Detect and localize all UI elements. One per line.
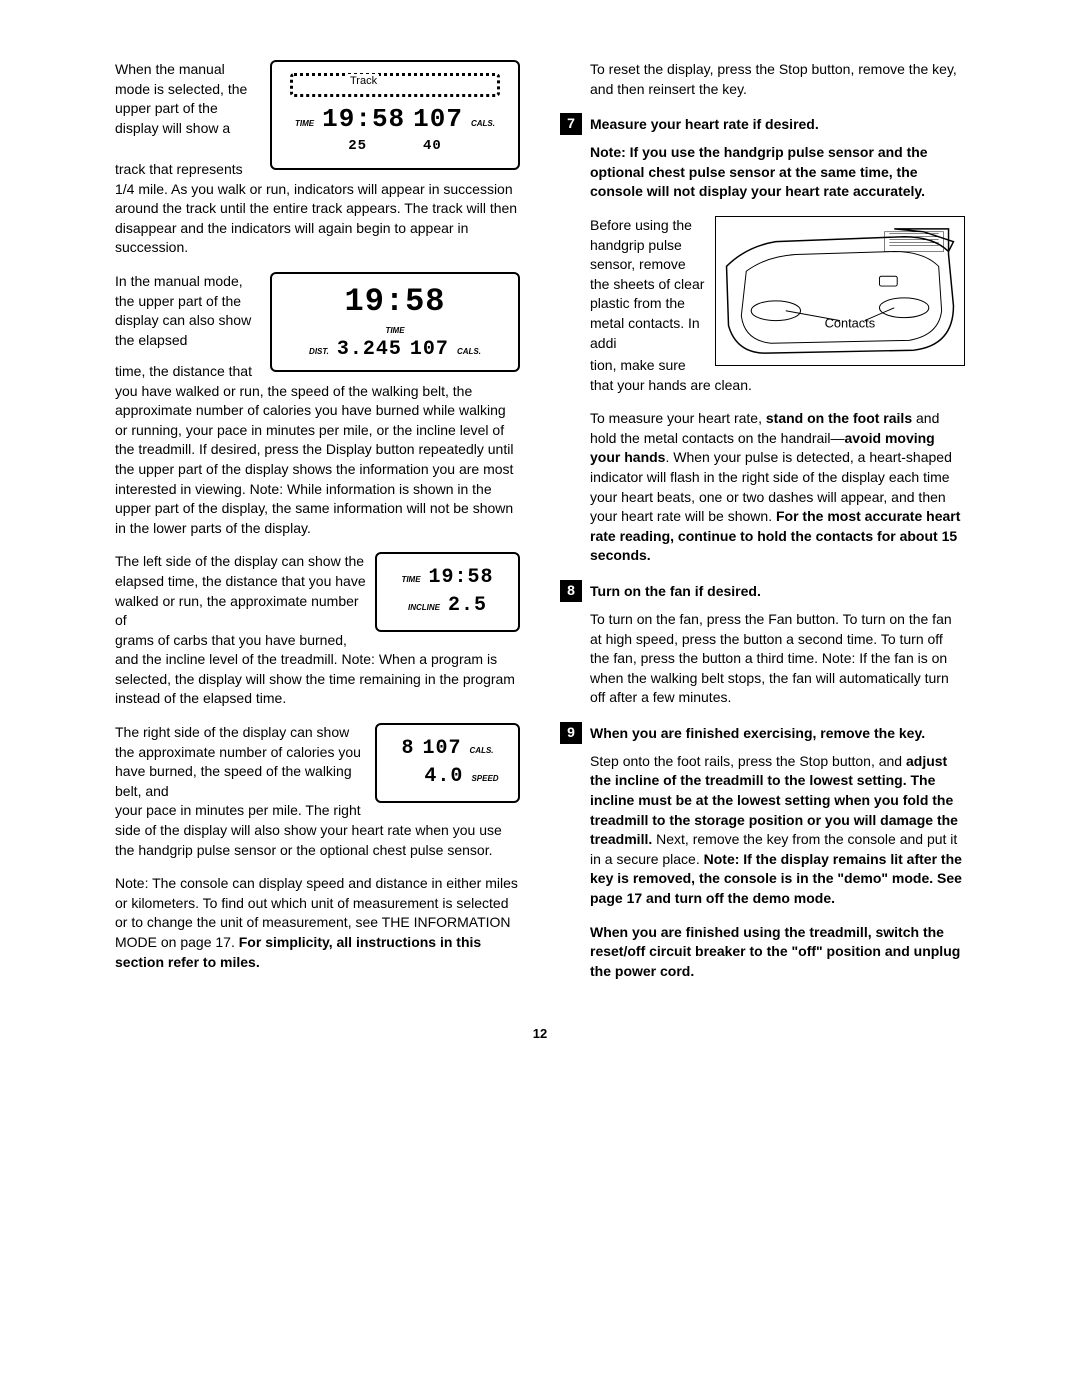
time-label: TIME	[385, 325, 404, 336]
page-number: 12	[115, 1025, 965, 1043]
figure-track-display: Track TIME 19:58 107 CALS. 25 40	[270, 60, 520, 170]
cals-label: CALS.	[471, 118, 495, 129]
step-title: Turn on the fan if desired.	[590, 580, 761, 602]
cals-label: CALS.	[457, 346, 481, 357]
lcd-row-bottom: 25 40	[348, 137, 442, 157]
step-8: 8 Turn on the fan if desired.	[560, 580, 965, 602]
left-column: Track TIME 19:58 107 CALS. 25 40 When th…	[115, 60, 520, 995]
paragraph: Step onto the foot rails, press the Stop…	[590, 752, 965, 909]
paragraph: your pace in minutes per mile. The right…	[115, 801, 520, 860]
figure-left-display: TIME 19:58 INCLINE 2.5	[375, 552, 520, 632]
paragraph: Note: If you use the handgrip pulse sens…	[590, 143, 965, 202]
paragraph: Note: The console can display speed and …	[115, 874, 520, 972]
eight-value: 8	[401, 735, 414, 763]
bottom-val-2: 40	[423, 137, 442, 157]
cals-value: 107	[413, 101, 463, 137]
figure-contacts: Contacts	[715, 216, 965, 366]
track-outline: Track	[290, 73, 500, 97]
speed-label: SPEED	[471, 773, 498, 784]
cals-value: 107	[423, 735, 462, 763]
incline-label: INCLINE	[408, 602, 440, 613]
page-content: Track TIME 19:58 107 CALS. 25 40 When th…	[115, 60, 965, 995]
paragraph: grams of carbs that you have burned, and…	[115, 631, 520, 709]
time-label: TIME	[401, 574, 420, 585]
bottom-val-1: 25	[348, 137, 367, 157]
step-title: When you are finished exercising, remove…	[590, 722, 925, 744]
step-title: Measure your heart rate if desired.	[590, 113, 819, 135]
bold-text: Note: If you use the handgrip pulse sens…	[590, 144, 928, 199]
dist-label: DIST.	[309, 346, 329, 357]
track-label: Track	[348, 74, 379, 89]
dist-value: 3.245	[337, 336, 402, 364]
incline-value: 2.5	[448, 592, 487, 620]
speed-value: 4.0	[424, 763, 463, 791]
figure-elapsed-display: 19:58 TIME DIST. 3.245 107 CALS.	[270, 272, 520, 372]
lcd-row: TIME 19:58 107 CALS.	[295, 101, 495, 137]
bold-text: When you are finished using the treadmil…	[590, 924, 960, 979]
big-time: 19:58	[344, 280, 445, 325]
paragraph: To measure your heart rate, stand on the…	[590, 409, 965, 566]
bold-text: stand on the foot rails	[766, 410, 912, 426]
treadmill-diagram: Contacts	[716, 217, 964, 365]
time-value: 19:58	[429, 564, 494, 592]
step-number-box: 7	[560, 113, 582, 135]
contacts-label: Contacts	[825, 315, 876, 330]
right-column: To reset the display, press the Stop but…	[560, 60, 965, 995]
paragraph: To reset the display, press the Stop but…	[590, 60, 965, 99]
step-number-box: 9	[560, 722, 582, 744]
paragraph: time, the distance that you have walked …	[115, 362, 520, 538]
paragraph: track that represents 1/4 mile. As you w…	[115, 160, 520, 258]
cals-label: CALS.	[470, 745, 494, 756]
step-number-box: 8	[560, 580, 582, 602]
cals-value: 107	[410, 336, 449, 364]
paragraph: To turn on the fan, press the Fan button…	[590, 610, 965, 708]
figure-right-display: 8 107 CALS. 4.0 SPEED	[375, 723, 520, 803]
paragraph: When you are finished using the treadmil…	[590, 923, 965, 982]
time-label: TIME	[295, 118, 314, 129]
step-9: 9 When you are finished exercising, remo…	[560, 722, 965, 744]
step-7: 7 Measure your heart rate if desired.	[560, 113, 965, 135]
time-value: 19:58	[322, 101, 405, 137]
